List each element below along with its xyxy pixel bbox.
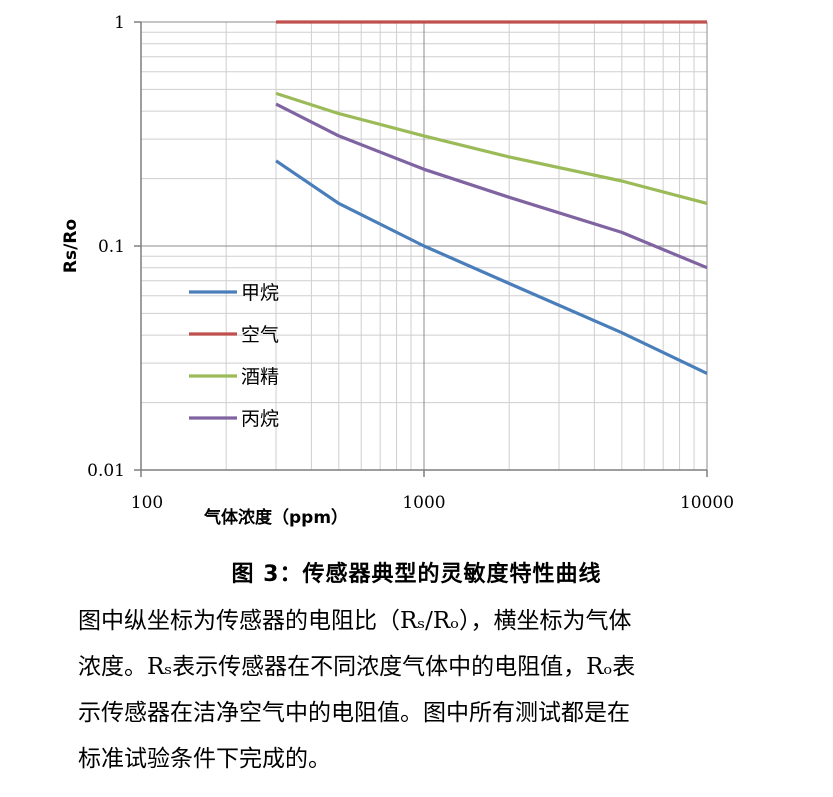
y-axis-title: Rs/Ro: [61, 219, 81, 273]
y-tick-label: 0.01: [87, 461, 125, 481]
description-line: 图中纵坐标为传感器的电阻比（Rₛ/Rₒ），横坐标为气体: [78, 608, 632, 634]
legend-label: 甲烷: [241, 282, 279, 304]
y-tick-label: 0.1: [98, 237, 125, 257]
figure-caption: 图 3：传感器典型的灵敏度特性曲线: [231, 562, 602, 587]
description-line: 标准试验条件下完成的。: [78, 746, 331, 772]
x-tick-label: 100: [131, 493, 163, 513]
series-line: [275, 159, 708, 375]
legend-label: 丙烷: [241, 408, 279, 430]
chart-svg: 0.01 0.1 1 100 1000 10000 气体浓度（ppm） Rs/Ro 甲烷空气酒精…: [61, 13, 734, 528]
legend-label: 酒精: [241, 366, 279, 388]
description-line: 浓度。Rₛ表示传感器在不同浓度气体中的电阻值，Rₒ表: [78, 654, 636, 680]
description-line: 示传感器在洁净空气中的电阻值。图中所有测试都是在: [78, 700, 630, 726]
series-line: [275, 102, 708, 270]
x-axis-title: 气体浓度（ppm）: [203, 507, 348, 528]
chart: 0.01 0.1 1 100 1000 10000 气体浓度（ppm） Rs/Ro 甲烷空气酒精…: [54, 0, 754, 540]
series-line: [275, 91, 708, 205]
legend-label: 空气: [241, 324, 279, 346]
x-tick-label: 10000: [680, 493, 734, 513]
y-tick-label: 1: [114, 13, 125, 33]
description-text: 图中纵坐标为传感器的电阻比（Rₛ/Rₒ），横坐标为气体 浓度。Rₛ表示传感器在不…: [78, 598, 758, 782]
x-tick-label: 1000: [402, 493, 445, 513]
